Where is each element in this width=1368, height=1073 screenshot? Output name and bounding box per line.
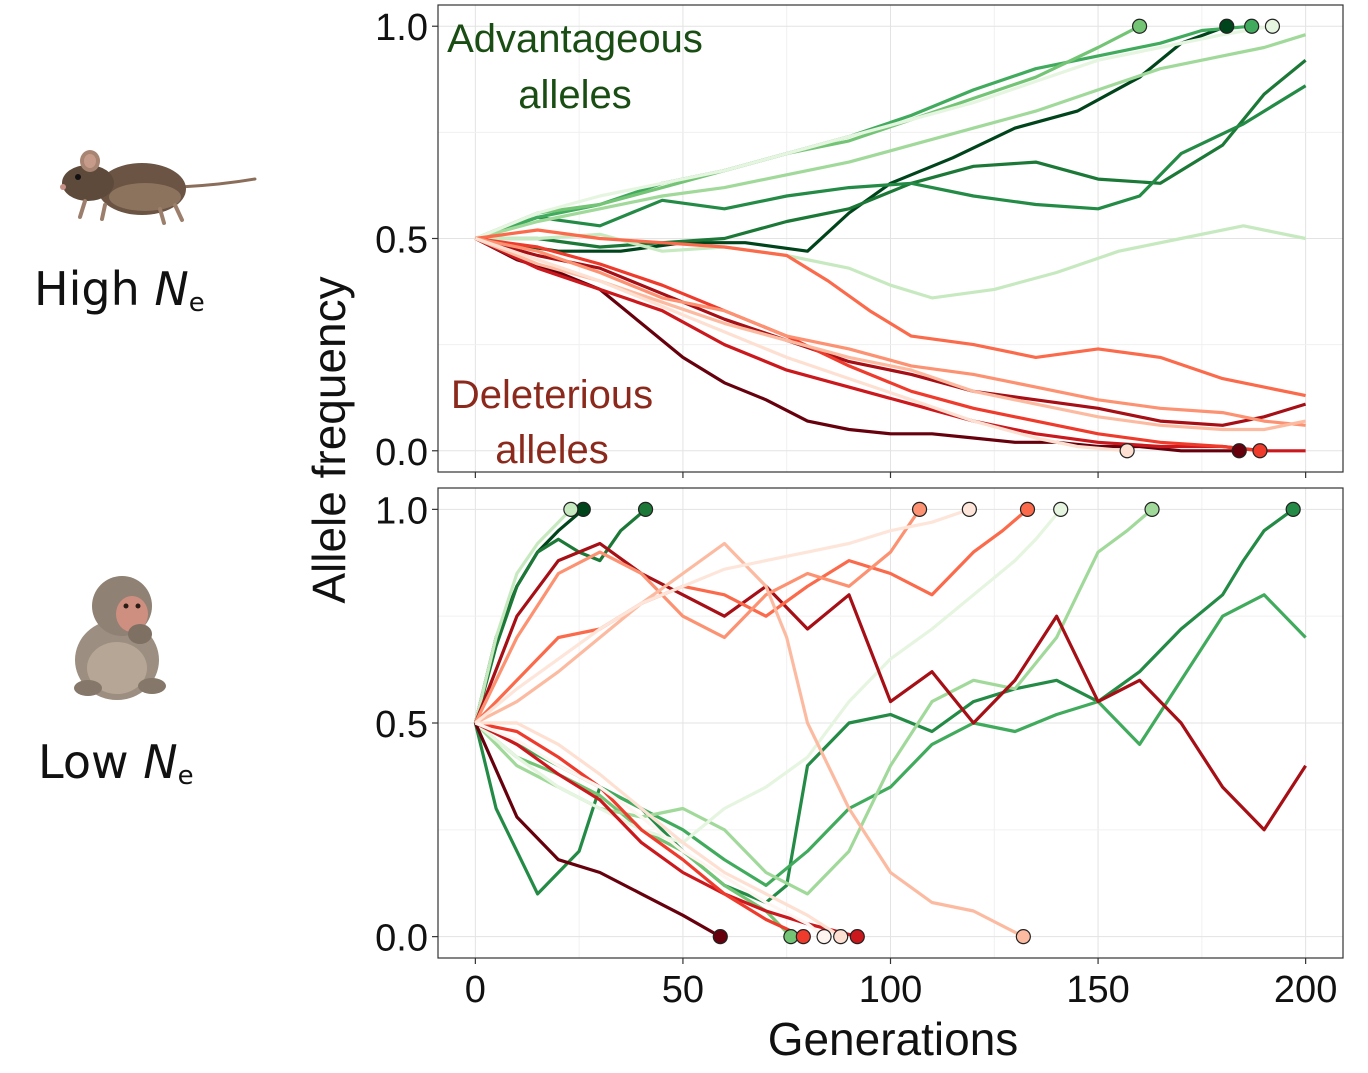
series-line-advantageous [474, 84, 1307, 241]
endpoint-marker-fixed [563, 501, 579, 517]
y-tick-label: 1.0 [375, 490, 428, 532]
series-line-deleterious [475, 236, 1306, 427]
x-axis-label: Generations [768, 1013, 1019, 1065]
high-ne-label: High Ne [34, 262, 205, 318]
x-tick-label: 100 [859, 969, 922, 1011]
endpoint-marker-lost [712, 929, 728, 945]
series-line-deleterious [474, 507, 970, 725]
annotation-deleterious: alleles [495, 428, 608, 472]
annotation-advantageous: alleles [518, 73, 631, 117]
series-line-deleterious [474, 236, 1307, 427]
series-line-deleterious [475, 228, 1306, 398]
y-tick-label: 0.0 [375, 432, 428, 474]
endpoint-marker-fixed [911, 501, 928, 517]
endpoint-marker-lost [1015, 929, 1031, 945]
endpoint-marker-fixed [637, 501, 654, 517]
endpoint-marker-fixed [1244, 18, 1260, 34]
x-tick-label: 150 [1066, 969, 1129, 1011]
y-tick-label: 0.5 [375, 220, 428, 262]
endpoint-marker-lost [1119, 443, 1135, 459]
endpoint-marker-lost [816, 929, 832, 945]
series-line-deleterious [475, 721, 842, 938]
series-line-deleterious [473, 508, 921, 724]
x-tick-label: 50 [662, 969, 704, 1011]
series-line-deleterious [474, 508, 1029, 725]
series-line-deleterious [474, 236, 1128, 453]
series-line-advantageous [475, 24, 1228, 253]
endpoint-marker-fixed [1131, 18, 1148, 34]
endpoint-marker-lost [795, 929, 811, 945]
panel-low-ne: 0.0 0.5 1.0 0 50 100 150 200 Generations [375, 487, 1344, 1065]
series-line-advantageous [474, 24, 1141, 240]
x-tick-label: 0 [465, 969, 486, 1011]
series-line-deleterious [475, 236, 1261, 453]
endpoint-marker-fixed [1264, 18, 1281, 34]
mouse-icon [60, 150, 257, 225]
series-line-advantageous [474, 508, 1062, 845]
endpoint-marker-fixed [961, 501, 977, 517]
annotation-advantageous: Advantageous [447, 17, 703, 61]
endpoint-marker-fixed [1144, 501, 1160, 517]
y-tick-label: 1.0 [375, 7, 428, 49]
endpoint-marker-lost [1252, 443, 1268, 459]
macaque-icon [74, 576, 166, 700]
series-line-deleterious [474, 721, 826, 938]
y-axis-label: Allele frequency [303, 276, 355, 603]
endpoint-marker-fixed [1053, 501, 1069, 517]
series-line-advantageous [474, 33, 1307, 241]
panel-high-ne: 0.0 0.5 1.0 Advantageous alleles Deleterious a… [375, 4, 1344, 478]
low-ne-label: Low Ne [38, 735, 194, 791]
endpoint-marker-fixed [1219, 18, 1235, 34]
endpoint-marker-lost [1231, 443, 1247, 459]
series-line-advantageous [473, 508, 1295, 905]
series-line-advantageous [473, 508, 647, 724]
series-line-deleterious [473, 541, 1307, 832]
series-line-deleterious [475, 721, 804, 939]
endpoint-marker-fixed [1285, 501, 1301, 517]
endpoint-marker-fixed [1019, 501, 1036, 517]
y-tick-label: 0.5 [375, 704, 428, 746]
endpoint-marker-lost [849, 929, 865, 945]
x-tick-label: 200 [1274, 969, 1337, 1011]
endpoint-marker-lost [833, 929, 849, 945]
series-line-advantageous [474, 593, 1307, 887]
series-line-advantageous [474, 24, 1273, 240]
series-line-advantageous [473, 508, 572, 724]
series-line-deleterious [474, 721, 858, 939]
y-tick-label: 0.0 [375, 918, 428, 960]
series-line-deleterious [473, 722, 722, 938]
series-line-deleterious [474, 541, 1025, 939]
annotation-deleterious: Deleterious [451, 373, 653, 417]
